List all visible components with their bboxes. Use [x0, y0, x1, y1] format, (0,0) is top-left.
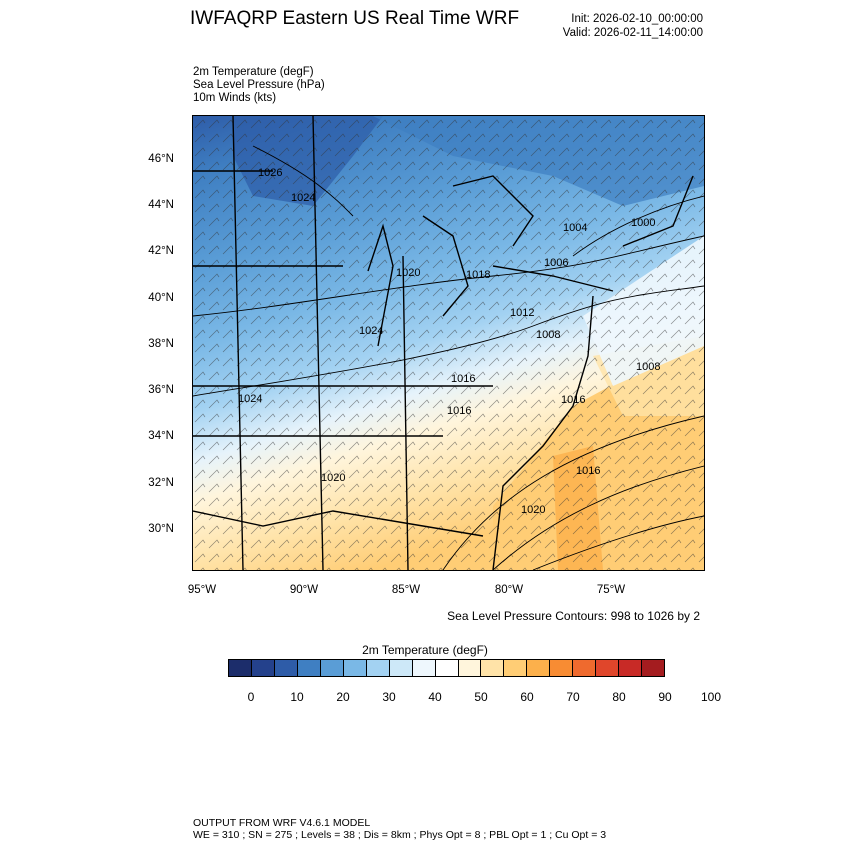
colorbar-box: [412, 660, 436, 676]
footer-config: WE = 310 ; SN = 275 ; Levels = 38 ; Dis …: [193, 829, 607, 841]
valid-time: Valid: 2026-02-11_14:00:00: [562, 27, 703, 39]
colorbar-box: [366, 660, 390, 676]
pressure-label: 1008: [536, 329, 560, 341]
pressure-label: 1018: [466, 269, 490, 281]
lon-label: 95°W: [187, 584, 217, 596]
pressure-label: 1008: [636, 361, 660, 373]
colorbar-label: 20: [336, 690, 350, 704]
colorbar-box: [642, 660, 665, 676]
pressure-label: 1016: [576, 465, 600, 477]
lat-label: 38°N: [148, 338, 174, 350]
colorbar-box: [504, 660, 528, 676]
map-canvas: 1026 1024 1020 1018 1024 1024 1020 1016 …: [193, 116, 704, 570]
pressure-label: 1024: [359, 325, 383, 337]
colorbar-title: 2m Temperature (degF): [362, 643, 488, 657]
lat-label: 42°N: [148, 245, 174, 257]
pressure-label: 1026: [258, 167, 282, 179]
pressure-label: 1016: [447, 405, 471, 417]
colorbar-box: [389, 660, 413, 676]
pressure-label: 1024: [291, 192, 315, 204]
field-label-temperature: 2m Temperature (degF): [193, 66, 314, 78]
footer-model: OUTPUT FROM WRF V4.6.1 MODEL: [193, 817, 371, 829]
colorbar-label: 50: [474, 690, 488, 704]
lat-label: 34°N: [148, 430, 174, 442]
colorbar-box: [573, 660, 597, 676]
colorbar-box: [274, 660, 298, 676]
lat-label: 36°N: [148, 384, 174, 396]
colorbar-box: [527, 660, 551, 676]
pressure-label: 1024: [238, 393, 262, 405]
pressure-label: 1016: [451, 373, 475, 385]
pressure-label: 1020: [521, 504, 545, 516]
lon-label: 80°W: [494, 584, 524, 596]
colorbar-box: [619, 660, 643, 676]
colorbar-label: 40: [428, 690, 442, 704]
lon-label: 85°W: [391, 584, 421, 596]
pressure-label: 1016: [561, 394, 585, 406]
colorbar-label: 10: [290, 690, 304, 704]
colorbar: [228, 659, 665, 677]
init-time: Init: 2026-02-10_00:00:00: [571, 13, 703, 25]
lat-label: 46°N: [148, 153, 174, 165]
colorbar-label: 80: [612, 690, 626, 704]
colorbar-box: [229, 660, 252, 676]
field-label-winds: 10m Winds (kts): [193, 92, 277, 104]
colorbar-label: 70: [566, 690, 580, 704]
field-label-pressure: Sea Level Pressure (hPa): [193, 79, 325, 91]
lat-label: 32°N: [148, 477, 174, 489]
colorbar-label: 100: [700, 690, 722, 704]
colorbar-box: [481, 660, 505, 676]
colorbar-box: [458, 660, 482, 676]
colorbar-label: 60: [520, 690, 534, 704]
lat-label: 40°N: [148, 292, 174, 304]
pressure-label: 1020: [396, 267, 420, 279]
map-panel: 1026 1024 1020 1018 1024 1024 1020 1016 …: [192, 115, 705, 571]
colorbar-label: 30: [382, 690, 396, 704]
pressure-label: 1004: [563, 222, 587, 234]
colorbar-box: [550, 660, 574, 676]
lon-label: 90°W: [289, 584, 319, 596]
colorbar-box: [435, 660, 459, 676]
pressure-label: 1012: [510, 307, 534, 319]
map-title: IWFAQRP Eastern US Real Time WRF: [190, 8, 520, 29]
colorbar-box: [251, 660, 275, 676]
colorbar-box: [320, 660, 344, 676]
lon-label: 75°W: [596, 584, 626, 596]
lat-label: 44°N: [148, 199, 174, 211]
lat-label: 30°N: [148, 523, 174, 535]
colorbar-box: [297, 660, 321, 676]
colorbar-label: 0: [247, 690, 255, 704]
pressure-label: 1020: [321, 472, 345, 484]
colorbar-box: [343, 660, 367, 676]
pressure-label: 1000: [631, 217, 655, 229]
colorbar-box: [596, 660, 620, 676]
pressure-label: 1006: [544, 257, 568, 269]
colorbar-label: 90: [658, 690, 672, 704]
slp-contour-note: Sea Level Pressure Contours: 998 to 1026…: [447, 609, 700, 623]
